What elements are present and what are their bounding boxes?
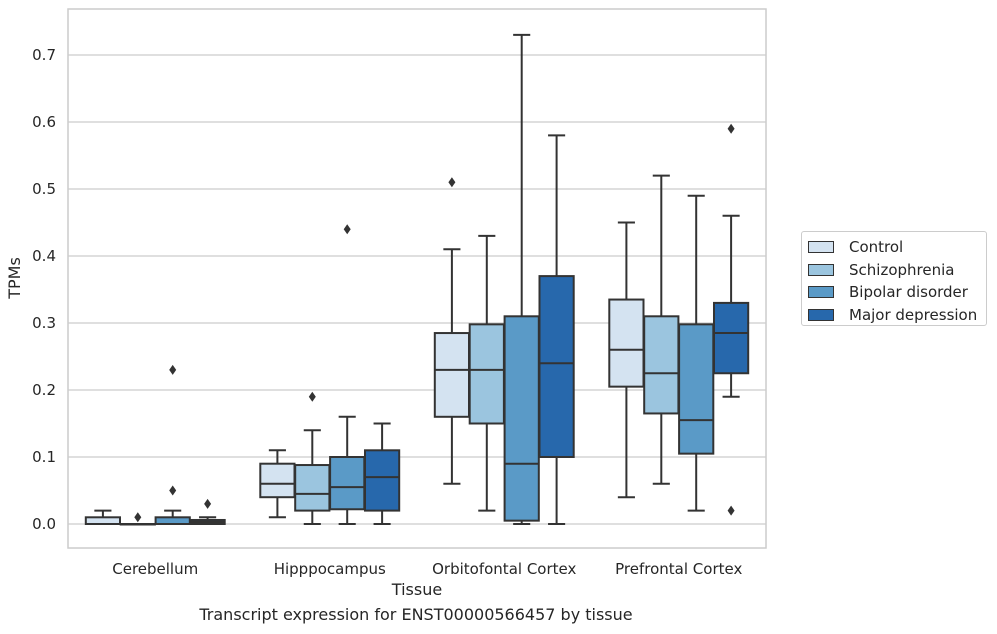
box-bipolar-disorder-cerebellum bbox=[154, 364, 191, 525]
x-tick-label: Hipppocampus bbox=[274, 560, 386, 578]
box-iqr bbox=[329, 456, 366, 511]
box-major-depression-cerebellum bbox=[189, 498, 226, 525]
box-control-hipppocampus bbox=[259, 449, 296, 519]
legend-label-bipolar-disorder: Bipolar disorder bbox=[849, 283, 968, 302]
y-tick-label: 0.1 bbox=[32, 448, 56, 466]
legend-item-major-depression: Major depression bbox=[808, 304, 986, 327]
box-major-depression-hipppocampus bbox=[363, 422, 401, 525]
legend-swatch-control bbox=[808, 241, 834, 254]
box-major-depression-orbitofontal-cortex bbox=[538, 134, 575, 525]
box-control-prefrontal-cortex bbox=[608, 221, 645, 499]
box-bipolar-disorder-orbitofontal-cortex bbox=[503, 33, 540, 525]
y-tick-label: 0.2 bbox=[32, 381, 56, 399]
box-iqr bbox=[678, 323, 715, 455]
y-tick-label: 0.0 bbox=[32, 515, 56, 533]
y-axis-ticks: 0.0 0.1 0.2 0.3 0.4 0.5 0.6 0.7 bbox=[32, 46, 56, 533]
box-iqr bbox=[503, 315, 540, 522]
box-iqr bbox=[643, 315, 680, 415]
gridlines bbox=[68, 54, 766, 525]
outlier-point bbox=[727, 123, 735, 134]
y-tick-label: 0.4 bbox=[32, 247, 56, 265]
box-major-depression-prefrontal-cortex bbox=[712, 123, 750, 516]
legend-item-control: Control bbox=[808, 236, 986, 259]
box-schizophrenia-prefrontal-cortex bbox=[643, 174, 680, 485]
y-tick-label: 0.6 bbox=[32, 113, 56, 131]
box-iqr bbox=[538, 275, 575, 458]
box-schizophrenia-hipppocampus bbox=[294, 391, 331, 525]
legend-swatch-schizophrenia bbox=[808, 263, 834, 276]
box-plots bbox=[84, 33, 750, 526]
x-axis-label: Tissue bbox=[391, 580, 442, 599]
y-tick-label: 0.7 bbox=[32, 46, 56, 64]
box-iqr bbox=[363, 449, 401, 512]
y-axis-label: TPMs bbox=[5, 257, 24, 300]
y-tick-label: 0.5 bbox=[32, 180, 56, 198]
legend-swatch-major-depression bbox=[808, 308, 834, 321]
outlier-point bbox=[134, 512, 142, 523]
outlier-point bbox=[204, 498, 212, 509]
box-iqr bbox=[468, 323, 505, 425]
box-iqr bbox=[608, 298, 645, 388]
y-tick-label: 0.3 bbox=[32, 314, 56, 332]
x-tick-label: Cerebellum bbox=[112, 560, 198, 578]
box-iqr bbox=[433, 332, 471, 418]
box-schizophrenia-orbitofontal-cortex bbox=[468, 234, 505, 512]
box-iqr bbox=[84, 516, 122, 525]
plot-frame bbox=[67, 8, 767, 549]
x-tick-label: Orbitofontal Cortex bbox=[432, 560, 576, 578]
box-iqr bbox=[154, 516, 191, 525]
box-schizophrenia-cerebellum bbox=[119, 512, 156, 526]
legend-label-major-depression: Major depression bbox=[849, 305, 978, 324]
legend-item-schizophrenia: Schizophrenia bbox=[808, 259, 986, 282]
box-iqr bbox=[294, 464, 331, 512]
x-axis-ticks: Cerebellum Hipppocampus Orbitofontal Corte… bbox=[112, 560, 742, 578]
outlier-point bbox=[448, 177, 456, 188]
outlier-point bbox=[343, 224, 351, 235]
outlier-point bbox=[169, 364, 177, 375]
box-bipolar-disorder-prefrontal-cortex bbox=[678, 194, 715, 512]
legend-swatch-bipolar-disorder bbox=[808, 286, 834, 299]
box-iqr bbox=[259, 462, 296, 499]
x-tick-label: Prefrontal Cortex bbox=[615, 560, 742, 578]
legend: Control Schizophrenia Bipolar disorder M… bbox=[801, 231, 987, 326]
box-control-cerebellum bbox=[84, 509, 122, 525]
box-bipolar-disorder-hipppocampus bbox=[329, 224, 366, 525]
box-control-orbitofontal-cortex bbox=[433, 177, 471, 485]
box-iqr bbox=[712, 301, 750, 375]
legend-label-schizophrenia: Schizophrenia bbox=[849, 260, 955, 279]
outlier-point bbox=[727, 505, 735, 516]
figure-caption: Transcript expression for ENST0000056645… bbox=[199, 605, 633, 624]
legend-label-control: Control bbox=[849, 238, 904, 257]
legend-item-bipolar-disorder: Bipolar disorder bbox=[808, 281, 986, 304]
outlier-point bbox=[308, 391, 316, 402]
outlier-point bbox=[169, 485, 177, 496]
